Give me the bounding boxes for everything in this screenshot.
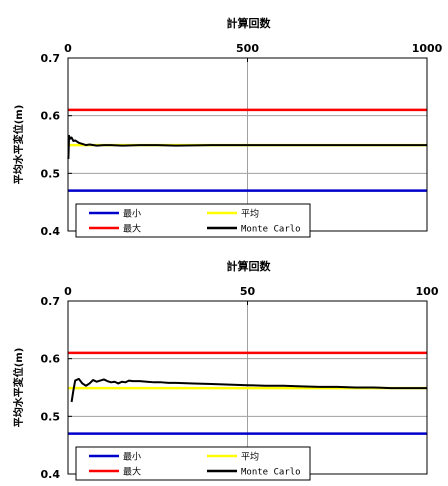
- legend-box: [75, 446, 311, 481]
- x-axis-title: 計算回数: [227, 16, 272, 30]
- y-tick-label: 0.6: [41, 353, 61, 366]
- y-tick-label: 0.4: [41, 468, 61, 481]
- x-tick-label: 0: [64, 285, 72, 298]
- y-tick-label: 0.5: [41, 410, 61, 423]
- x-tick-label: 50: [240, 285, 256, 298]
- x-tick-label: 100: [416, 285, 439, 298]
- x-axis-title: 計算回数: [227, 259, 272, 273]
- y-axis-label: 平均水平変位(m): [12, 348, 25, 428]
- x-tick-label: 0: [64, 42, 72, 55]
- series-line-3: [70, 377, 427, 403]
- series-line-3: [67, 134, 427, 159]
- x-tick-label: 1000: [412, 42, 443, 55]
- legend-label: 最大: [123, 223, 141, 235]
- legend-label: 平均: [241, 208, 259, 220]
- y-tick-label: 0.5: [41, 167, 61, 180]
- y-tick-label: 0.7: [41, 52, 61, 65]
- y-tick-label: 0.4: [41, 225, 61, 238]
- y-tick-label: 0.7: [41, 295, 61, 308]
- legend-label: Monte Carlo: [241, 468, 301, 478]
- legend-box: [75, 203, 311, 238]
- legend-label: Monte Carlo: [241, 225, 301, 235]
- x-tick-label: 500: [236, 42, 259, 55]
- legend-label: 最小: [123, 209, 141, 220]
- legend-label: 最大: [123, 466, 141, 478]
- legend-label: 平均: [241, 451, 259, 463]
- y-tick-label: 0.6: [41, 110, 61, 123]
- y-axis-label: 平均水平変位(m): [12, 105, 25, 185]
- legend-label: 最小: [123, 452, 141, 463]
